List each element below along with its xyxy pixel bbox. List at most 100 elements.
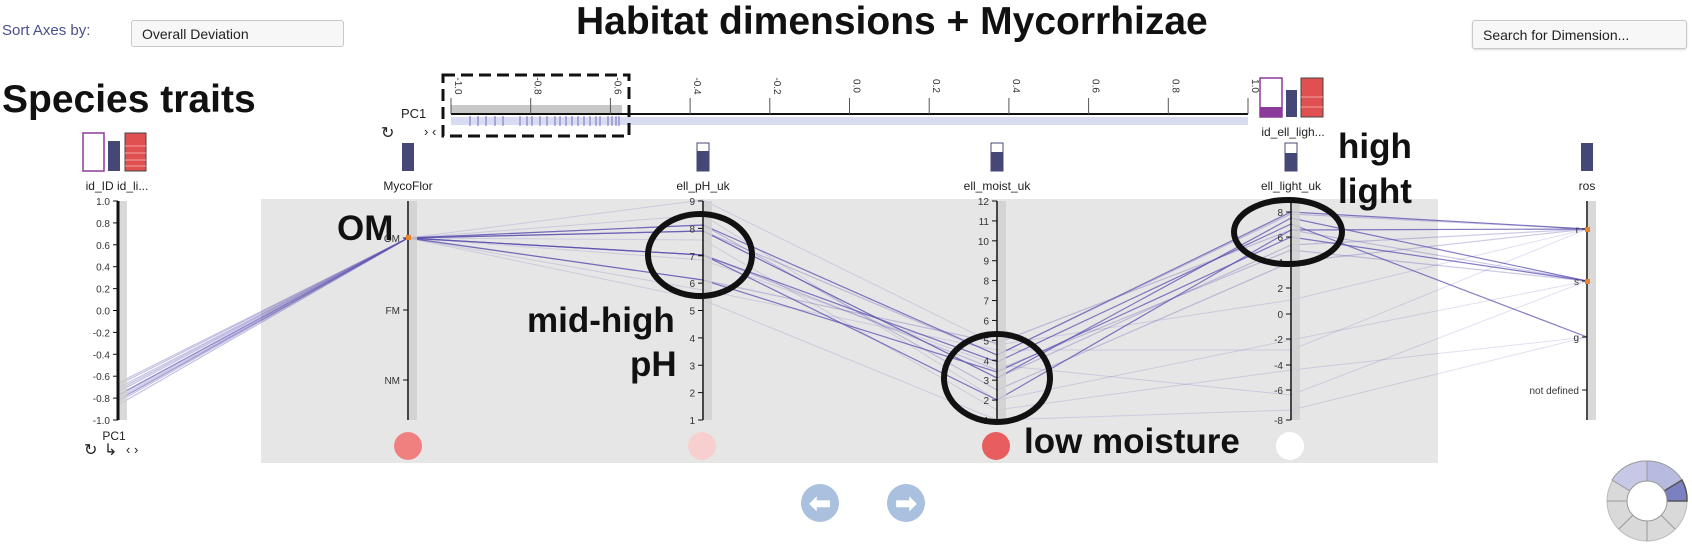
previous-button[interactable]: ⬅ (801, 484, 839, 522)
moist-deviation-circle[interactable] (982, 432, 1010, 460)
sort-axes-select[interactable]: Overall Deviation (131, 20, 344, 47)
ph-deviation-circle[interactable] (688, 432, 716, 460)
id-id-bar-icon (82, 132, 105, 172)
pc1-slider[interactable]: -1.0 -0.8 -0.6 -0.4 -0.2 0.0 0.2 0.4 0.6 0.8 1.0 (441, 73, 1260, 138)
axis-tick-label: 12 (978, 197, 990, 208)
expand-icon[interactable]: › ‹ (424, 124, 436, 139)
axis-tick-label: NM (384, 376, 400, 387)
axis-tick-label: 4 (983, 356, 989, 367)
axis-tick-label: 5 (689, 307, 695, 318)
mycoflor-bar-icon (402, 143, 414, 171)
axis-tick-label: 8 (1277, 208, 1283, 219)
axis-tick-label: 0 (1277, 310, 1283, 321)
deviation-bar-icon (124, 132, 147, 172)
reset-axis-icon[interactable]: ↻ (84, 442, 98, 459)
axis-tick-label: 4 (689, 334, 695, 345)
ros-axis-label[interactable]: ros (1578, 179, 1596, 193)
axis-tick-label: 9 (983, 257, 989, 268)
species-traits-annotation: Species traits (2, 78, 256, 121)
axis-tick-label: 3 (983, 376, 989, 387)
axis-tick-label: 8 (689, 224, 695, 235)
selection-highlight-box (441, 73, 631, 138)
low-moisture-annotation: low moisture (1024, 422, 1240, 461)
light-axis-label[interactable]: ell_light_uk (1260, 179, 1322, 193)
axis-tick-label: -1.0 (93, 416, 111, 427)
axis-tick-label: 7 (983, 297, 989, 308)
low-moisture-circle (941, 331, 1053, 425)
axis-tick-label: 0.6 (96, 241, 110, 252)
pc1-slider-track (451, 117, 1248, 125)
arrow-left-icon: ⬅ (809, 488, 831, 518)
pc1-slider-selection[interactable] (451, 105, 622, 115)
axis-tick-label: -0.8 (93, 394, 111, 405)
axis-group-donut[interactable] (1604, 456, 1690, 546)
ros-bar-icon (1581, 143, 1593, 171)
pc1-header-icons (82, 132, 147, 172)
axis-tick-label: 0.2 (96, 285, 110, 296)
mycoflor-deviation-circle[interactable] (394, 432, 422, 460)
slider-tick-label: -0.2 (771, 77, 782, 95)
om-annotation: OM (337, 209, 394, 248)
axis-tick-label: 2 (1277, 284, 1283, 295)
axis-tick-label: 10 (978, 237, 990, 248)
axis-tick-label: s (1574, 277, 1579, 288)
slider-tick-label: 0.4 (1010, 79, 1021, 93)
ph-axis-label[interactable]: ell_pH_uk (676, 179, 730, 193)
arrow-right-icon: ➡ (895, 488, 917, 518)
plot-area (261, 199, 1438, 463)
sort-axes-label: Sort Axes by: (2, 22, 91, 39)
axis-tick-label: 6 (983, 316, 989, 327)
next-button[interactable]: ➡ (887, 484, 925, 522)
pc1-slider-label: PC1 (401, 106, 426, 121)
axis-tick-label: 0.8 (96, 219, 110, 230)
axis-tick-label: 1.0 (96, 197, 110, 208)
axis-tick-label: not defined (1530, 386, 1580, 397)
high-annotation: high (1338, 127, 1412, 166)
moist-bar-icon (990, 142, 1004, 172)
axis-tick-label: -4 (1274, 361, 1283, 372)
light-annotation: light (1338, 172, 1412, 211)
id-li-bar-icon (108, 141, 120, 171)
mid-high-ph-circle (645, 211, 755, 299)
mycoflor-axis-label[interactable]: MycoFlor (383, 179, 433, 193)
slider-tick-label: -0.6 (611, 77, 622, 95)
slider-tick-label: 0.0 (851, 79, 862, 93)
axis-tick-label: FM (386, 306, 400, 317)
ph-annotation: pH (630, 345, 677, 384)
axis-tick-label: g (1573, 333, 1579, 344)
axis-tick-label: -8 (1274, 416, 1283, 427)
axis-tick-label: 2 (983, 396, 989, 407)
light-deviation-circle[interactable] (1276, 432, 1304, 460)
axis-tick-label: -0.4 (93, 350, 111, 361)
axis-tick-label: 11 (979, 217, 990, 228)
axis-tick-label: -0.2 (93, 328, 111, 339)
reset-icon[interactable]: ↻ (381, 125, 394, 142)
slider-tick-label: 0.2 (930, 79, 941, 93)
axis-tick-label: r (1576, 225, 1580, 236)
page-title: Habitat dimensions + Mycorrhizae (576, 0, 1208, 43)
axis-tick-label: 5 (983, 336, 989, 347)
slider-tick-label: 0.6 (1090, 79, 1101, 93)
axis-tick-label: 9 (689, 197, 695, 208)
slider-tick-label: 1.0 (1249, 79, 1260, 93)
light-header-icons (1259, 77, 1324, 118)
ph-bar-icon (696, 142, 710, 172)
pc1-axis-bottom-label: PC1 (102, 429, 126, 443)
axis-tick-label: 1 (689, 416, 695, 427)
axis-tick-label: -2 (1274, 335, 1283, 346)
slider-tick-label: -0.4 (691, 77, 702, 95)
expand-axis-icon[interactable]: ‹ › (126, 442, 139, 457)
high-light-circle (1231, 197, 1345, 267)
axis-tick-label: 0.4 (96, 263, 110, 274)
axis-tick-label: 3 (689, 361, 695, 372)
slider-tick-label: 0.8 (1169, 79, 1180, 93)
moist-axis-label[interactable]: ell_moist_uk (963, 179, 1031, 193)
arrow-down-right-icon[interactable]: ↳ (104, 442, 118, 459)
axis-tick-label: -6 (1274, 386, 1283, 397)
slider-tick-label: -1.0 (452, 77, 463, 95)
search-dimension-input[interactable]: Search for Dimension... (1472, 20, 1687, 49)
axis-tick-label: 8 (983, 277, 989, 288)
pc1-header-label: id_ID id_li... (85, 179, 149, 193)
axis-tick-label: 7 (689, 252, 695, 263)
